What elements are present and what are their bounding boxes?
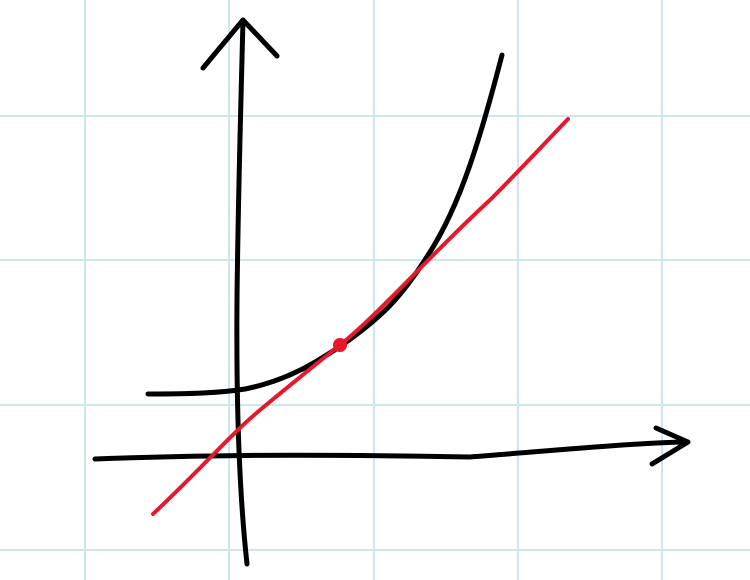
curve xyxy=(145,52,505,397)
y-axis xyxy=(234,17,250,567)
y-axis-arrowhead xyxy=(200,17,280,71)
x-axis-arrowhead xyxy=(649,425,691,467)
tangent-point xyxy=(333,338,347,352)
x-axis xyxy=(92,439,685,462)
